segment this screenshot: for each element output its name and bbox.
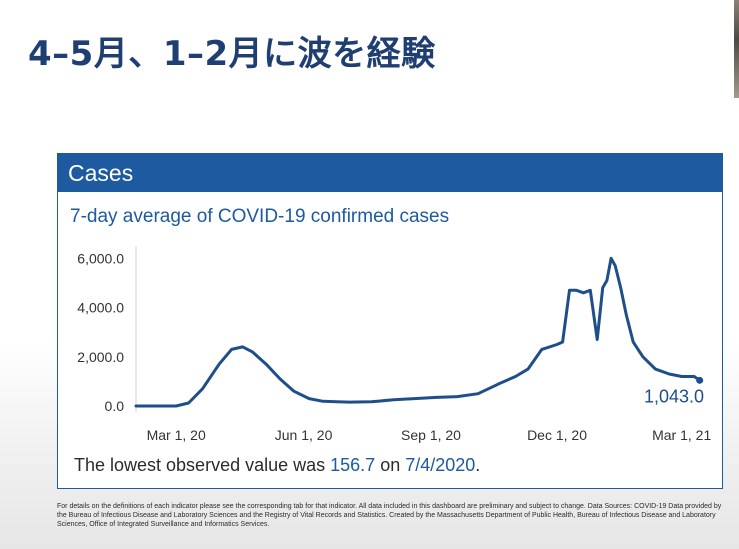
y-tick-label: 4,000.0 bbox=[77, 300, 124, 316]
x-tick-label: Dec 1, 20 bbox=[527, 427, 587, 443]
cases-series-line bbox=[134, 256, 702, 408]
x-tick-label: Mar 1, 21 bbox=[652, 427, 711, 443]
lowest-mid: on bbox=[375, 455, 406, 475]
series-end-point bbox=[696, 376, 704, 384]
y-tick-label: 2,000.0 bbox=[77, 349, 124, 365]
chart-subtitle: 7-day average of COVID-19 confirmed case… bbox=[70, 206, 450, 227]
video-thumbnail-edge bbox=[734, 0, 739, 98]
lowest-date: 7/4/2020 bbox=[405, 455, 476, 475]
y-tick-label: 6,000.0 bbox=[77, 250, 124, 266]
panel-header: Cases bbox=[58, 154, 722, 192]
lowest-suffix: . bbox=[475, 455, 481, 475]
y-tick-label: 0.0 bbox=[105, 398, 125, 414]
y-tick-labels: 0.0 2,000.0 4,000.0 6,000.0 bbox=[77, 250, 124, 414]
cases-line-chart: 0.0 2,000.0 4,000.0 6,000.0 Mar 1, 20 Jun 1,… bbox=[77, 246, 712, 443]
x-tick-label: Jun 1, 20 bbox=[275, 427, 333, 443]
series-end-label: 1,043.0 bbox=[644, 386, 704, 406]
data-sources-footnote: For details on the definitions of each i… bbox=[57, 503, 722, 528]
lowest-value: 156.7 bbox=[330, 455, 376, 475]
x-tick-label: Sep 1, 20 bbox=[401, 427, 461, 443]
lowest-value-summary: The lowest observed value was 156.7 on 7… bbox=[74, 455, 480, 476]
slide-title: 4–5月、1–2月に波を経験 bbox=[28, 34, 436, 74]
lowest-prefix: The lowest observed value was bbox=[74, 455, 331, 475]
cases-panel: Cases 7-day average of COVID-19 confirme… bbox=[57, 153, 723, 489]
x-tick-labels: Mar 1, 20 Jun 1, 20 Sep 1, 20 Dec 1, 20 Mar … bbox=[147, 427, 712, 443]
x-tick-label: Mar 1, 20 bbox=[147, 427, 206, 443]
